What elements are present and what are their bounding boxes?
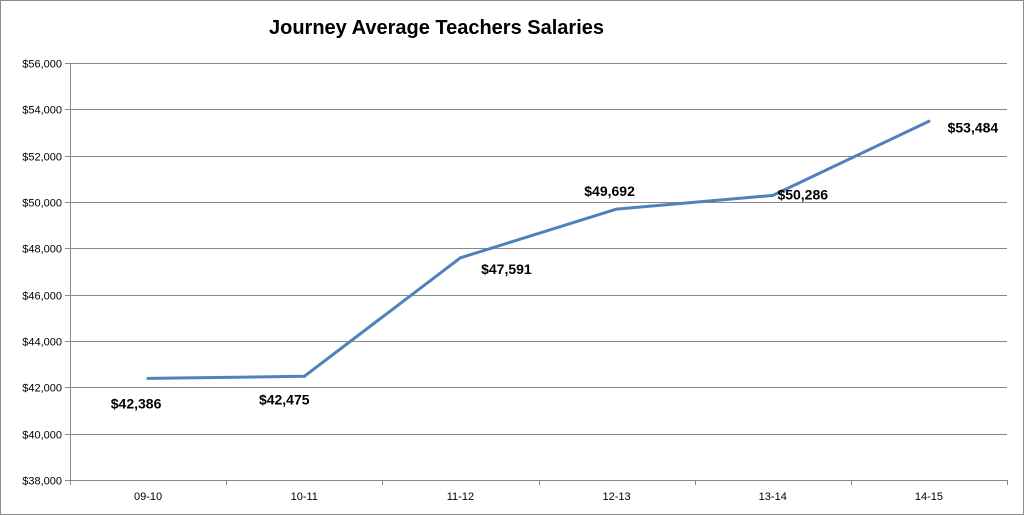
- data-point: [458, 256, 462, 260]
- y-tick-label: $54,000: [22, 105, 62, 117]
- x-tick-label: 14-15: [915, 491, 943, 503]
- data-label: $42,386: [111, 395, 162, 411]
- y-tick-label: $48,000: [22, 244, 62, 256]
- gridlines: [70, 63, 1007, 435]
- data-label: $47,591: [481, 261, 532, 277]
- y-axis-tick-labels: $38,000 $40,000 $42,000 $44,000 $46,000 $48,0…: [22, 59, 62, 488]
- data-label: $53,484: [948, 119, 999, 135]
- axes: [65, 63, 1008, 485]
- data-label: $49,692: [584, 183, 635, 199]
- y-tick-label: $38,000: [22, 476, 62, 488]
- data-point: [927, 119, 931, 123]
- y-tick-label: $44,000: [22, 337, 62, 349]
- data-point: [771, 193, 775, 197]
- data-labels: $42,386 $42,475 $47,591 $49,692 $50,286 $53,4…: [111, 119, 999, 411]
- chart-title: Journey Average Teachers Salaries: [269, 17, 604, 39]
- data-point: [615, 207, 619, 211]
- series-line: [146, 119, 931, 380]
- y-tick-label: $46,000: [22, 291, 62, 303]
- x-tick-label: 11-12: [447, 491, 474, 503]
- y-tick-label: $42,000: [22, 383, 62, 395]
- data-point: [146, 376, 150, 380]
- data-label: $42,475: [259, 391, 310, 407]
- data-label: $50,286: [777, 186, 828, 202]
- series-layer: [146, 119, 931, 380]
- x-tick-label: 09-10: [134, 491, 162, 503]
- x-tick-label: 13-14: [759, 491, 787, 503]
- x-tick-label: 10-11: [291, 491, 318, 503]
- data-point: [302, 374, 306, 378]
- x-axis-tick-labels: 09-10 10-11 11-12 12-13 13-14 14-15: [134, 491, 943, 503]
- y-tick-label: $40,000: [22, 430, 62, 442]
- x-tick-label: 12-13: [603, 491, 631, 503]
- y-tick-label: $50,000: [22, 198, 62, 210]
- y-tick-label: $56,000: [22, 59, 62, 71]
- y-tick-label: $52,000: [22, 152, 62, 164]
